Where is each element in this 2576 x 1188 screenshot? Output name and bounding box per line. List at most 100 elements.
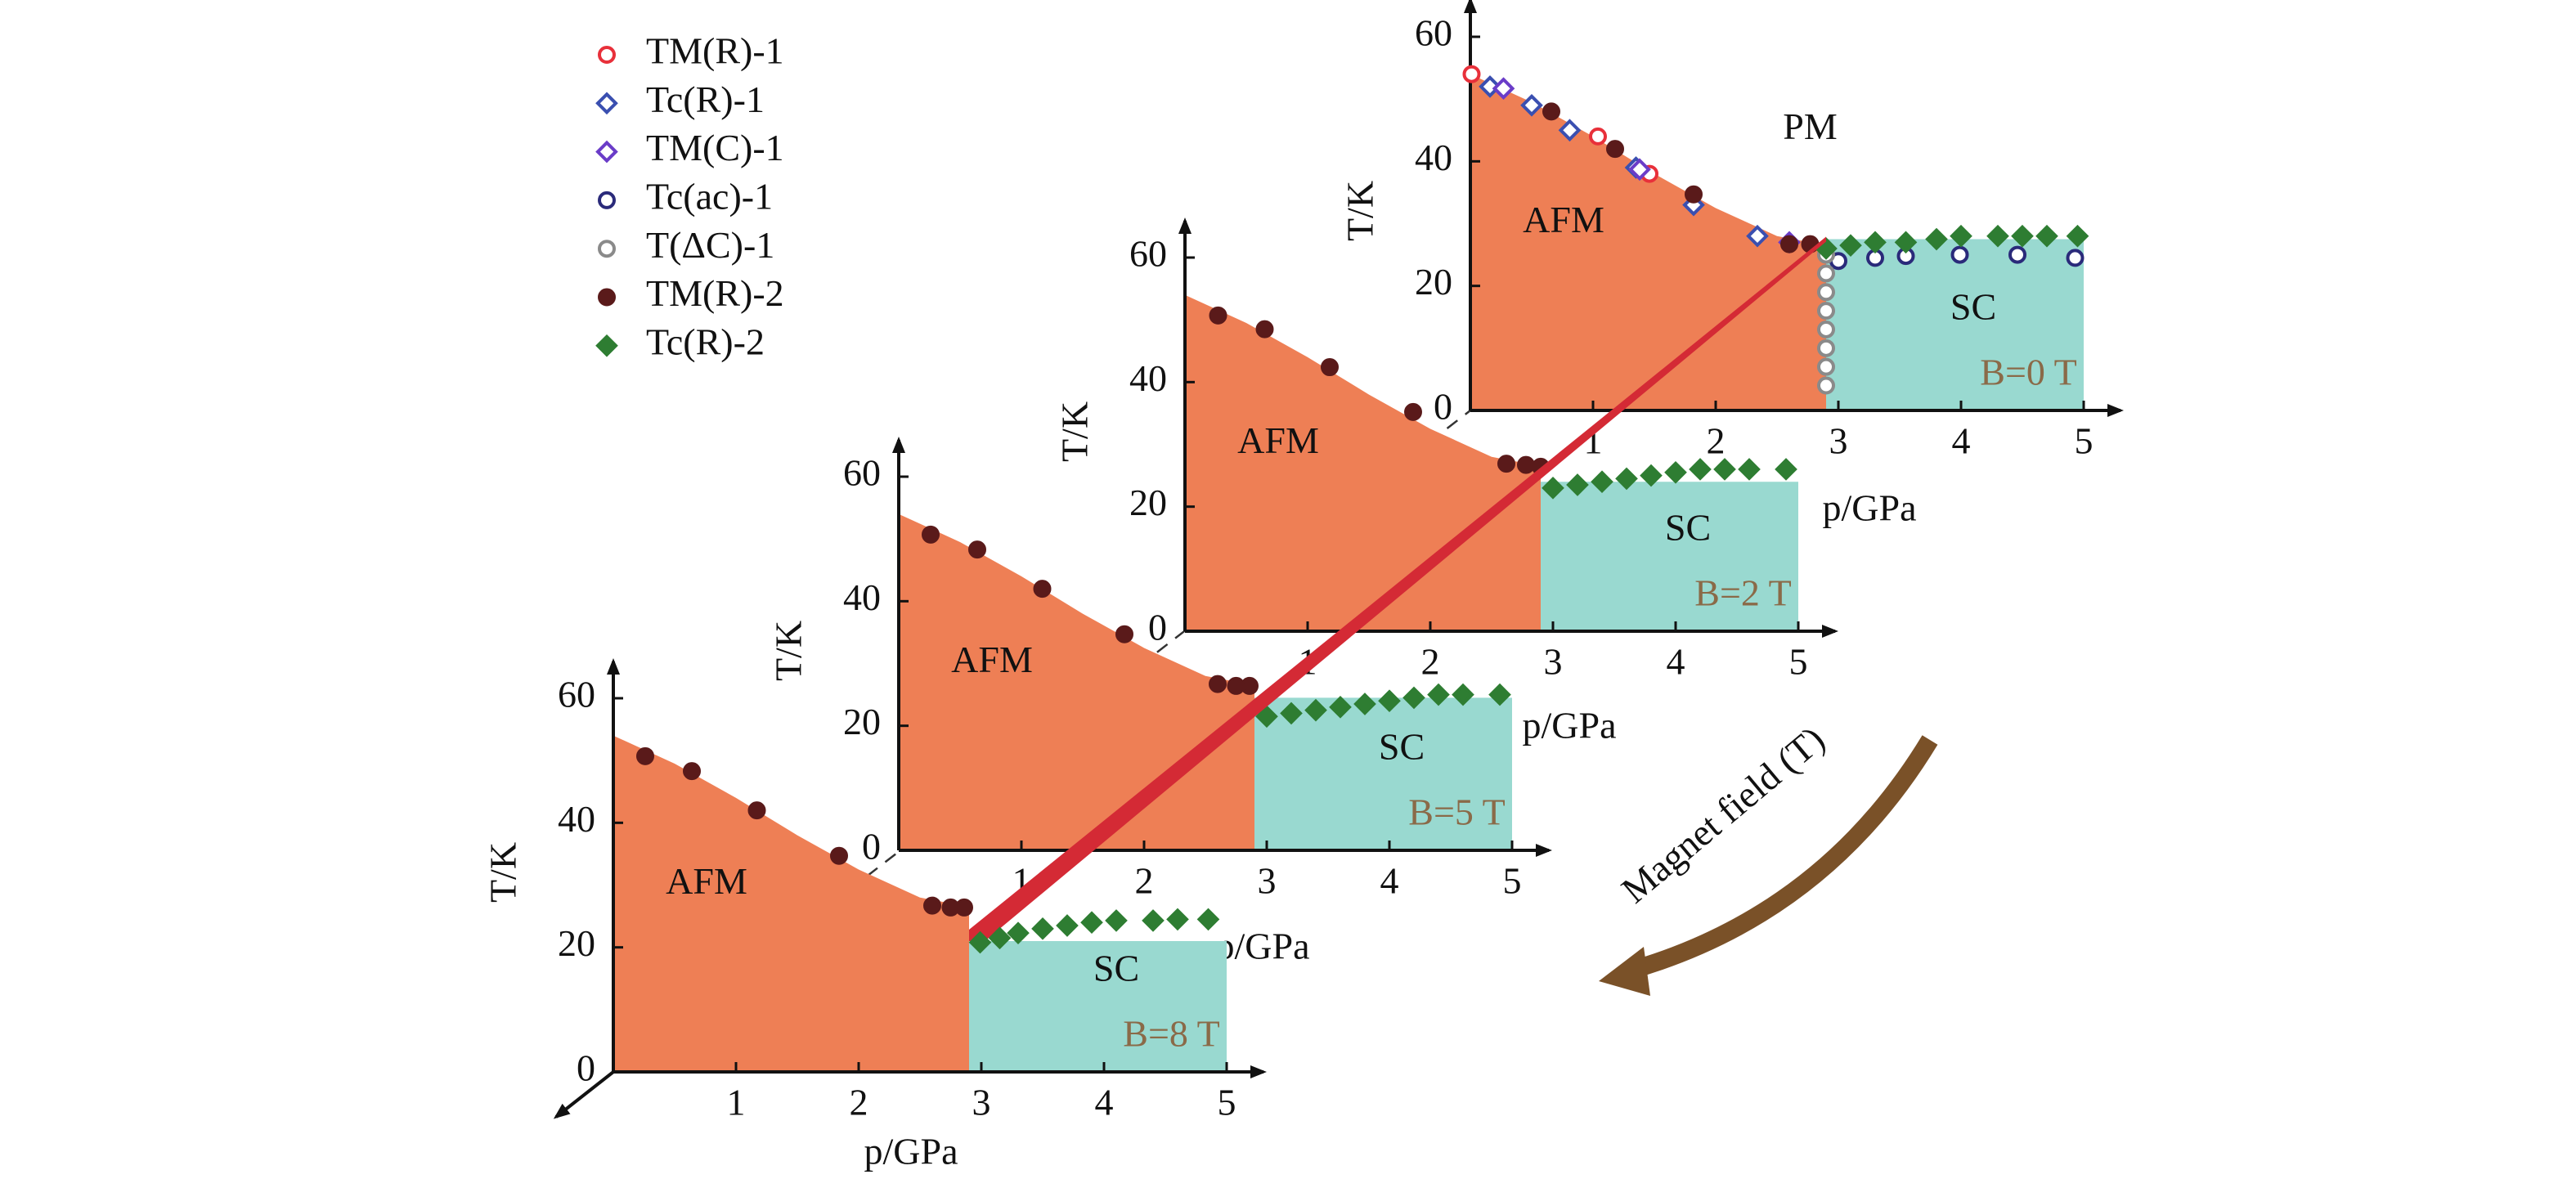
x-tick-label: 4 (1380, 860, 1399, 902)
diamond-marker (1542, 476, 1564, 500)
diamond-marker (1196, 908, 1220, 931)
x-axis-label: p/GPa (1523, 705, 1617, 746)
circle-marker (2066, 249, 2085, 267)
diamond-marker (1746, 224, 1769, 248)
circle-marker (1255, 320, 1274, 338)
legend-label: Tc(R)-2 (646, 321, 765, 362)
x-tick-label: 3 (1258, 860, 1277, 902)
circle-marker (1950, 245, 1969, 264)
phase-region (969, 941, 1227, 1072)
diamond-marker (1738, 458, 1761, 481)
x-tick-label: 2 (1707, 420, 1726, 462)
diamond-marker (1329, 695, 1352, 719)
y-axis-label: T/K (1054, 401, 1096, 462)
x-tick-label: 4 (1952, 420, 1971, 462)
depth-axis (553, 1070, 615, 1119)
phase-region (1826, 239, 2084, 410)
diamond-marker (1402, 686, 1425, 710)
transition-band (969, 236, 1826, 955)
y-tick-label: 40 (843, 576, 881, 618)
x-tick-label: 5 (1789, 641, 1808, 683)
diamond-marker (1105, 909, 1128, 932)
legend-marker (598, 240, 616, 258)
region-label: AFM (1523, 199, 1604, 240)
diamond-marker (1986, 224, 2009, 248)
legend-label: Tc(R)-1 (646, 78, 765, 120)
x-tick-label: 3 (1544, 641, 1563, 683)
y-tick-label: 0 (1148, 607, 1167, 648)
x-tick-label: 2 (1135, 860, 1154, 902)
y-tick-label: 40 (558, 798, 595, 840)
field-arrow (1599, 735, 1938, 996)
y-tick-label: 60 (558, 674, 595, 715)
circle-marker (968, 540, 986, 559)
circle-marker (1462, 65, 1481, 83)
region-label: SC (1665, 507, 1711, 549)
diamond-marker (1950, 224, 1972, 248)
diamond-marker (1864, 231, 1887, 254)
circle-marker (1542, 102, 1560, 121)
circle-marker (1817, 283, 1835, 302)
x-tick-label: 3 (1829, 420, 1848, 462)
phase-region (1470, 74, 1826, 410)
circle-marker (923, 896, 941, 915)
y-tick-label: 0 (1434, 386, 1452, 428)
diamond-marker (1080, 911, 1103, 935)
region-label: AFM (666, 860, 747, 902)
diamond-marker (2011, 224, 2034, 248)
diamond-marker (1640, 464, 1663, 487)
circle-marker (1404, 402, 1422, 421)
diamond-marker (1142, 909, 1165, 932)
phase-region (613, 735, 969, 1072)
circle-marker (1817, 357, 1835, 376)
diamond-marker (1925, 227, 1948, 251)
legend-label: TM(R)-1 (646, 30, 784, 72)
legend-marker (598, 191, 616, 209)
y-axis-label: T/K (1340, 181, 1381, 241)
x-tick-label: 3 (972, 1082, 991, 1123)
phase-region (1541, 482, 1798, 631)
field-label: B=2 T (1694, 572, 1791, 614)
y-tick-label: 60 (1415, 12, 1452, 54)
y-axis-label: T/K (482, 842, 524, 903)
x-axis-label: p/GPa (864, 1131, 958, 1172)
diamond-marker (1255, 705, 1278, 728)
circle-marker (1209, 306, 1227, 325)
phase-label: PM (1783, 105, 1837, 147)
diamond-marker (2035, 224, 2058, 248)
x-tick-label: 2 (1421, 641, 1440, 683)
region-label: SC (1379, 726, 1425, 768)
x-tick-label: 5 (2075, 420, 2094, 462)
y-tick-label: 60 (843, 452, 881, 494)
diamond-marker (1558, 119, 1582, 142)
legend-label: T(ΔC)-1 (646, 224, 774, 266)
y-tick-label: 20 (1415, 261, 1452, 303)
circle-marker (747, 801, 766, 820)
diamond-marker (988, 926, 1012, 950)
circle-marker (1517, 455, 1535, 474)
circle-marker (2008, 245, 2026, 264)
diamond-marker (1689, 458, 1712, 481)
field-label: B=5 T (1408, 791, 1505, 833)
circle-marker (1209, 675, 1227, 693)
x-axis-label: p/GPa (1216, 926, 1310, 967)
x-tick-label: 2 (850, 1082, 868, 1123)
circle-marker (1817, 376, 1835, 395)
circle-marker (830, 846, 848, 865)
diamond-marker (1492, 77, 1515, 101)
diamond-marker (1280, 702, 1303, 725)
circle-marker (1115, 625, 1133, 643)
y-tick-label: 60 (1129, 233, 1167, 275)
diamond-marker (1839, 234, 1862, 257)
diamond-marker (1304, 698, 1327, 722)
y-tick-label: 20 (843, 701, 881, 742)
diamond-marker (1056, 914, 1079, 937)
circle-marker (922, 525, 940, 544)
phase-region (1254, 697, 1512, 850)
x-tick-label: 5 (1218, 1082, 1236, 1123)
circle-marker (1817, 302, 1835, 321)
